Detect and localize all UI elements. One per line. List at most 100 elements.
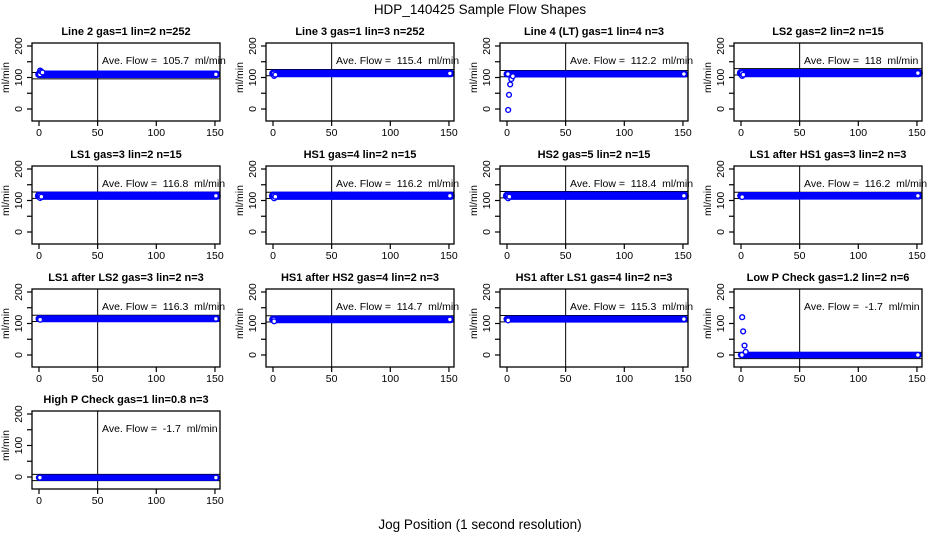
y-axis-tick-label: 200 xyxy=(715,283,727,301)
x-axis-tick-label: 0 xyxy=(36,495,42,507)
ave-flow-annotation: Ave. Flow = 118 ml/min xyxy=(804,55,918,67)
ave-flow-annotation: Ave. Flow = 115.3 ml/min xyxy=(570,301,693,313)
x-axis-tick-label: 150 xyxy=(908,373,926,385)
data-point xyxy=(212,474,219,481)
y-axis-tick-label: 0 xyxy=(247,352,259,358)
y-axis-title: ml/min xyxy=(0,430,12,461)
data-point xyxy=(509,73,516,80)
x-axis-tick-label: 0 xyxy=(36,373,42,385)
y-axis-tick-label: 0 xyxy=(481,106,493,112)
y-axis-tick-label: 200 xyxy=(247,160,259,178)
y-axis-tick-label: 100 xyxy=(13,69,25,87)
ave-flow-annotation: Ave. Flow = 116.2 ml/min xyxy=(336,178,459,190)
ave-flow-annotation: Ave. Flow = -1.7 ml/min xyxy=(804,301,920,313)
subplot-title: LS2 gas=2 lin=2 n=15 xyxy=(772,26,884,38)
ave-flow-annotation: Ave. Flow = 115.4 ml/min xyxy=(336,55,459,67)
x-axis-tick-label: 150 xyxy=(674,373,692,385)
x-axis-tick-label: 50 xyxy=(794,373,806,385)
data-point xyxy=(504,70,512,78)
plot-box xyxy=(31,410,221,490)
plot-box xyxy=(265,165,455,245)
data-point xyxy=(505,106,512,114)
subplot-title: Line 4 (LT) gas=1 lin=4 n=3 xyxy=(524,26,664,38)
data-point xyxy=(212,192,219,199)
y-axis-tick-label: 200 xyxy=(13,37,25,55)
data-point xyxy=(446,70,453,77)
data-point xyxy=(739,193,746,201)
x-axis-tick-label: 50 xyxy=(326,250,338,262)
y-axis-tick-label: 0 xyxy=(481,229,493,235)
x-axis-tick-label: 50 xyxy=(560,250,572,262)
y-axis-tick-label: 0 xyxy=(715,229,727,235)
data-point xyxy=(38,193,45,200)
subplot-title: LS1 after LS2 gas=3 lin=2 n=3 xyxy=(48,272,204,284)
subplot-title: Line 2 gas=1 lin=2 n=252 xyxy=(61,26,190,38)
subplot-title: HS1 after HS2 gas=4 lin=2 n=3 xyxy=(281,272,439,284)
x-axis-tick-label: 150 xyxy=(206,127,224,139)
x-axis-tick-label: 150 xyxy=(908,250,926,262)
ave-flow-annotation: Ave. Flow = 116.8 ml/min xyxy=(102,178,225,190)
data-point xyxy=(680,192,687,199)
ave-flow-annotation: Ave. Flow = 114.7 ml/min xyxy=(336,301,459,313)
plot-box xyxy=(499,165,689,245)
x-axis-tick-label: 150 xyxy=(674,250,692,262)
data-point xyxy=(507,81,514,88)
x-axis-tick-label: 100 xyxy=(616,127,634,139)
data-point xyxy=(506,193,513,200)
x-axis-tick-label: 100 xyxy=(148,250,166,262)
data-point xyxy=(271,318,278,325)
data-point xyxy=(39,69,46,76)
x-axis-tick-label: 50 xyxy=(560,373,572,385)
plot-box xyxy=(499,288,689,368)
subplot-title: Low P Check gas=1.2 lin=2 n=6 xyxy=(747,272,910,284)
y-axis-title: ml/min xyxy=(468,308,480,339)
y-axis-tick-label: 0 xyxy=(715,352,727,358)
x-axis-tick-label: 0 xyxy=(504,373,510,385)
data-point xyxy=(272,193,279,200)
ave-flow-annotation: Ave. Flow = 112.2 ml/min xyxy=(570,55,693,67)
data-point xyxy=(446,316,453,323)
plot-box xyxy=(31,165,221,245)
plot-box xyxy=(733,288,923,368)
ave-flow-annotation: Ave. Flow = 116.2 ml/min xyxy=(804,178,927,190)
y-axis-title: ml/min xyxy=(0,185,12,216)
plot-box xyxy=(733,165,923,245)
plot-box xyxy=(499,42,689,122)
x-axis-tick-label: 150 xyxy=(206,250,224,262)
y-axis-tick-label: 100 xyxy=(481,69,493,87)
data-point xyxy=(212,71,219,78)
y-axis-tick-label: 100 xyxy=(481,192,493,210)
x-axis-tick-label: 100 xyxy=(850,127,868,139)
x-axis-label: Jog Position (1 second resolution) xyxy=(378,517,582,532)
x-axis-tick-label: 150 xyxy=(440,250,458,262)
y-axis-tick-label: 100 xyxy=(13,192,25,210)
x-axis-tick-label: 100 xyxy=(382,373,400,385)
plot-box xyxy=(31,288,221,368)
y-axis-tick-label: 100 xyxy=(13,315,25,333)
subplot-title: HS1 gas=4 lin=2 n=15 xyxy=(304,149,417,161)
x-axis-tick-label: 50 xyxy=(92,250,104,262)
subplot-title: LS1 after HS1 gas=3 lin=2 n=3 xyxy=(750,149,907,161)
y-axis-tick-label: 200 xyxy=(481,37,493,55)
x-axis-tick-label: 0 xyxy=(738,373,744,385)
x-axis-tick-label: 0 xyxy=(270,373,276,385)
x-axis-tick-label: 100 xyxy=(616,250,634,262)
x-axis-tick-label: 0 xyxy=(36,250,42,262)
y-axis-tick-label: 0 xyxy=(715,106,727,112)
data-point xyxy=(446,192,453,199)
y-axis-tick-label: 0 xyxy=(247,106,259,112)
y-axis-tick-label: 100 xyxy=(247,192,259,210)
x-axis-tick-label: 50 xyxy=(326,127,338,139)
y-axis-tick-label: 200 xyxy=(715,37,727,55)
x-axis-tick-label: 100 xyxy=(148,373,166,385)
data-point xyxy=(738,351,746,359)
x-axis-tick-label: 150 xyxy=(908,127,926,139)
x-axis-tick-label: 0 xyxy=(36,127,42,139)
y-axis-tick-label: 0 xyxy=(13,352,25,358)
y-axis-title: ml/min xyxy=(468,185,480,216)
x-axis-tick-label: 150 xyxy=(440,373,458,385)
data-point xyxy=(36,474,44,481)
